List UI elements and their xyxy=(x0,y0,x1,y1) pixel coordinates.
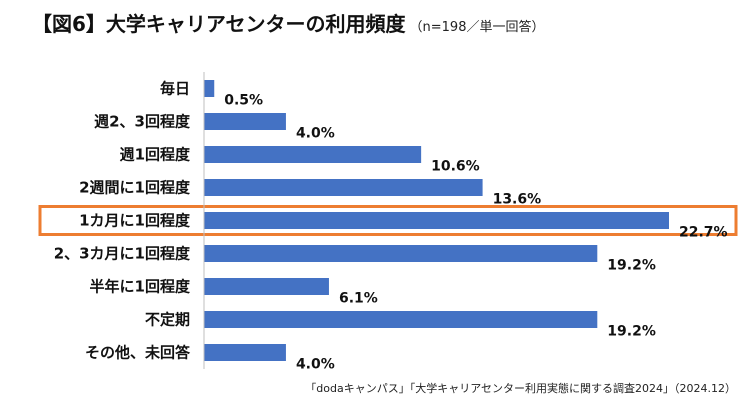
bar xyxy=(204,245,598,262)
chart-title: 【図6】大学キャリアセンターの利用頻度 （n=198／単一回答） xyxy=(32,8,544,37)
category-label: 毎日 xyxy=(160,80,190,98)
category-label: 2、3カ月に1回程度 xyxy=(54,245,191,263)
bar xyxy=(204,113,286,130)
category-label: 不定期 xyxy=(145,311,190,329)
source-note: 「dodaキャンパス」「大学キャリアセンター利用実態に関する調査2024」（20… xyxy=(305,382,736,395)
data-label: 10.6% xyxy=(431,159,480,175)
data-label: 13.6% xyxy=(493,192,542,208)
category-label: 2週間に1回程度 xyxy=(79,179,191,197)
bar xyxy=(204,146,422,163)
data-label: 0.5% xyxy=(224,93,263,109)
data-label: 4.0% xyxy=(296,357,335,373)
category-label: 半年に1回程度 xyxy=(90,278,191,296)
category-label: その他、未回答 xyxy=(85,344,191,362)
category-label: 1カ月に1回程度 xyxy=(79,212,191,230)
bar xyxy=(204,278,329,295)
chart-title-sub: （n=198／単一回答） xyxy=(409,20,545,35)
bar xyxy=(204,80,215,97)
bar xyxy=(204,212,669,229)
data-label: 19.2% xyxy=(607,258,656,274)
category-label: 週2、3回程度 xyxy=(94,113,191,131)
bar-chart: 毎日 0.5% 週2、3回程度 4.0% 週1回程度 10.6% 2週間に1回程度 13.6%… xyxy=(38,72,738,373)
chart-title-main: 【図6】大学キャリアセンターの利用頻度 xyxy=(32,12,406,36)
highlight-box xyxy=(38,205,738,236)
bar xyxy=(204,311,598,328)
bar xyxy=(204,179,483,196)
data-label: 4.0% xyxy=(296,126,335,142)
data-label: 6.1% xyxy=(339,291,378,307)
bar xyxy=(204,344,286,361)
data-label: 19.2% xyxy=(607,324,656,340)
category-label: 週1回程度 xyxy=(120,146,191,164)
data-label: 22.7% xyxy=(679,225,728,241)
